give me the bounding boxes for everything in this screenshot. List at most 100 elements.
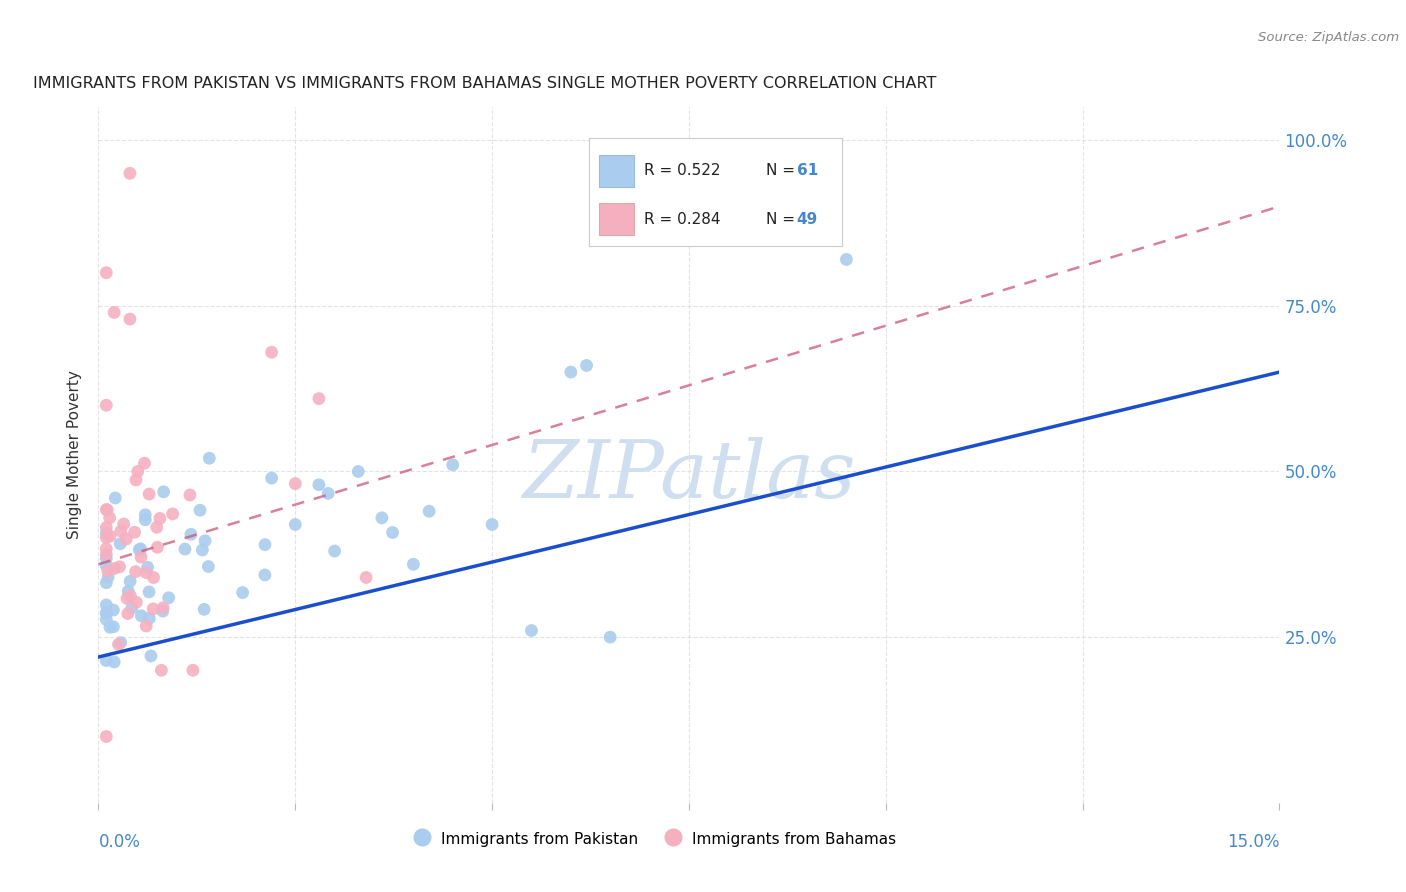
Point — [139, 648, 162, 663]
Point — [96, 654, 118, 668]
Point — [402, 558, 425, 572]
Text: 0.0%: 0.0% — [98, 833, 141, 851]
Point — [323, 544, 346, 558]
Point — [96, 612, 118, 626]
Point — [381, 525, 404, 540]
Point — [152, 600, 174, 615]
Point — [96, 730, 118, 744]
Point — [134, 513, 156, 527]
Point — [197, 559, 219, 574]
Point — [103, 305, 125, 319]
Text: R = 0.522: R = 0.522 — [644, 163, 721, 178]
Point — [98, 620, 121, 634]
Point — [146, 541, 169, 555]
Point — [152, 484, 174, 499]
Point — [284, 517, 307, 532]
Point — [162, 507, 184, 521]
Point — [124, 565, 146, 579]
Point — [110, 524, 132, 538]
Point — [128, 542, 150, 557]
Point — [103, 620, 125, 634]
Point — [125, 473, 148, 487]
Point — [135, 619, 157, 633]
Point — [115, 591, 138, 606]
Point — [96, 598, 118, 612]
Point — [253, 568, 276, 582]
Text: IMMIGRANTS FROM PAKISTAN VS IMMIGRANTS FROM BAHAMAS SINGLE MOTHER POVERTY CORREL: IMMIGRANTS FROM PAKISTAN VS IMMIGRANTS F… — [34, 76, 936, 91]
Point — [96, 548, 118, 562]
Point — [441, 458, 464, 472]
Point — [191, 543, 214, 558]
Point — [193, 602, 215, 616]
Point — [134, 456, 156, 470]
Text: 15.0%: 15.0% — [1227, 833, 1279, 851]
Point — [260, 471, 283, 485]
Point — [96, 541, 118, 556]
Point — [124, 525, 146, 540]
Point — [179, 488, 201, 502]
Point — [117, 607, 139, 621]
Point — [115, 532, 138, 546]
Text: 61: 61 — [797, 163, 818, 178]
Y-axis label: Single Mother Poverty: Single Mother Poverty — [67, 370, 83, 540]
Point — [120, 589, 142, 603]
Point — [112, 516, 135, 531]
Point — [96, 266, 118, 280]
Point — [260, 345, 283, 359]
Point — [174, 542, 197, 557]
Point — [418, 504, 440, 518]
Point — [599, 630, 621, 644]
Point — [520, 624, 543, 638]
Point — [134, 508, 156, 522]
Point — [135, 566, 157, 580]
Text: ZIPatlas: ZIPatlas — [522, 437, 856, 515]
Point — [194, 533, 217, 548]
FancyBboxPatch shape — [599, 203, 634, 235]
Text: Source: ZipAtlas.com: Source: ZipAtlas.com — [1258, 31, 1399, 45]
Point — [104, 491, 127, 505]
Point — [180, 527, 202, 541]
Point — [481, 517, 503, 532]
Point — [117, 584, 139, 599]
Point — [129, 549, 152, 564]
Point — [110, 635, 132, 649]
Point — [96, 526, 118, 541]
Point — [96, 502, 118, 516]
Point — [118, 312, 141, 326]
Point — [108, 537, 131, 551]
Point — [152, 604, 174, 618]
Text: 49: 49 — [797, 211, 818, 227]
Point — [103, 603, 125, 617]
Point — [138, 585, 160, 599]
Point — [96, 558, 118, 573]
Legend: Immigrants from Pakistan, Immigrants from Bahamas: Immigrants from Pakistan, Immigrants fro… — [405, 823, 903, 855]
Point — [145, 520, 167, 534]
Point — [96, 503, 118, 517]
Point — [107, 637, 129, 651]
Point — [181, 663, 204, 677]
Point — [118, 166, 141, 180]
Point — [138, 487, 160, 501]
Point — [835, 252, 858, 267]
Point — [96, 531, 118, 545]
Point — [198, 451, 221, 466]
Point — [157, 591, 180, 605]
Point — [96, 606, 118, 620]
Point — [97, 570, 120, 584]
Point — [103, 561, 125, 575]
Point — [347, 465, 370, 479]
Point — [138, 611, 160, 625]
Text: N =: N = — [766, 211, 800, 227]
Point — [142, 602, 165, 616]
Point — [188, 503, 211, 517]
Point — [253, 538, 276, 552]
Point — [108, 559, 131, 574]
FancyBboxPatch shape — [599, 154, 634, 187]
Point — [120, 574, 142, 589]
Text: N =: N = — [766, 163, 800, 178]
Point — [103, 655, 125, 669]
Point — [136, 560, 159, 574]
Point — [354, 570, 377, 584]
Point — [125, 595, 148, 609]
Point — [316, 486, 339, 500]
